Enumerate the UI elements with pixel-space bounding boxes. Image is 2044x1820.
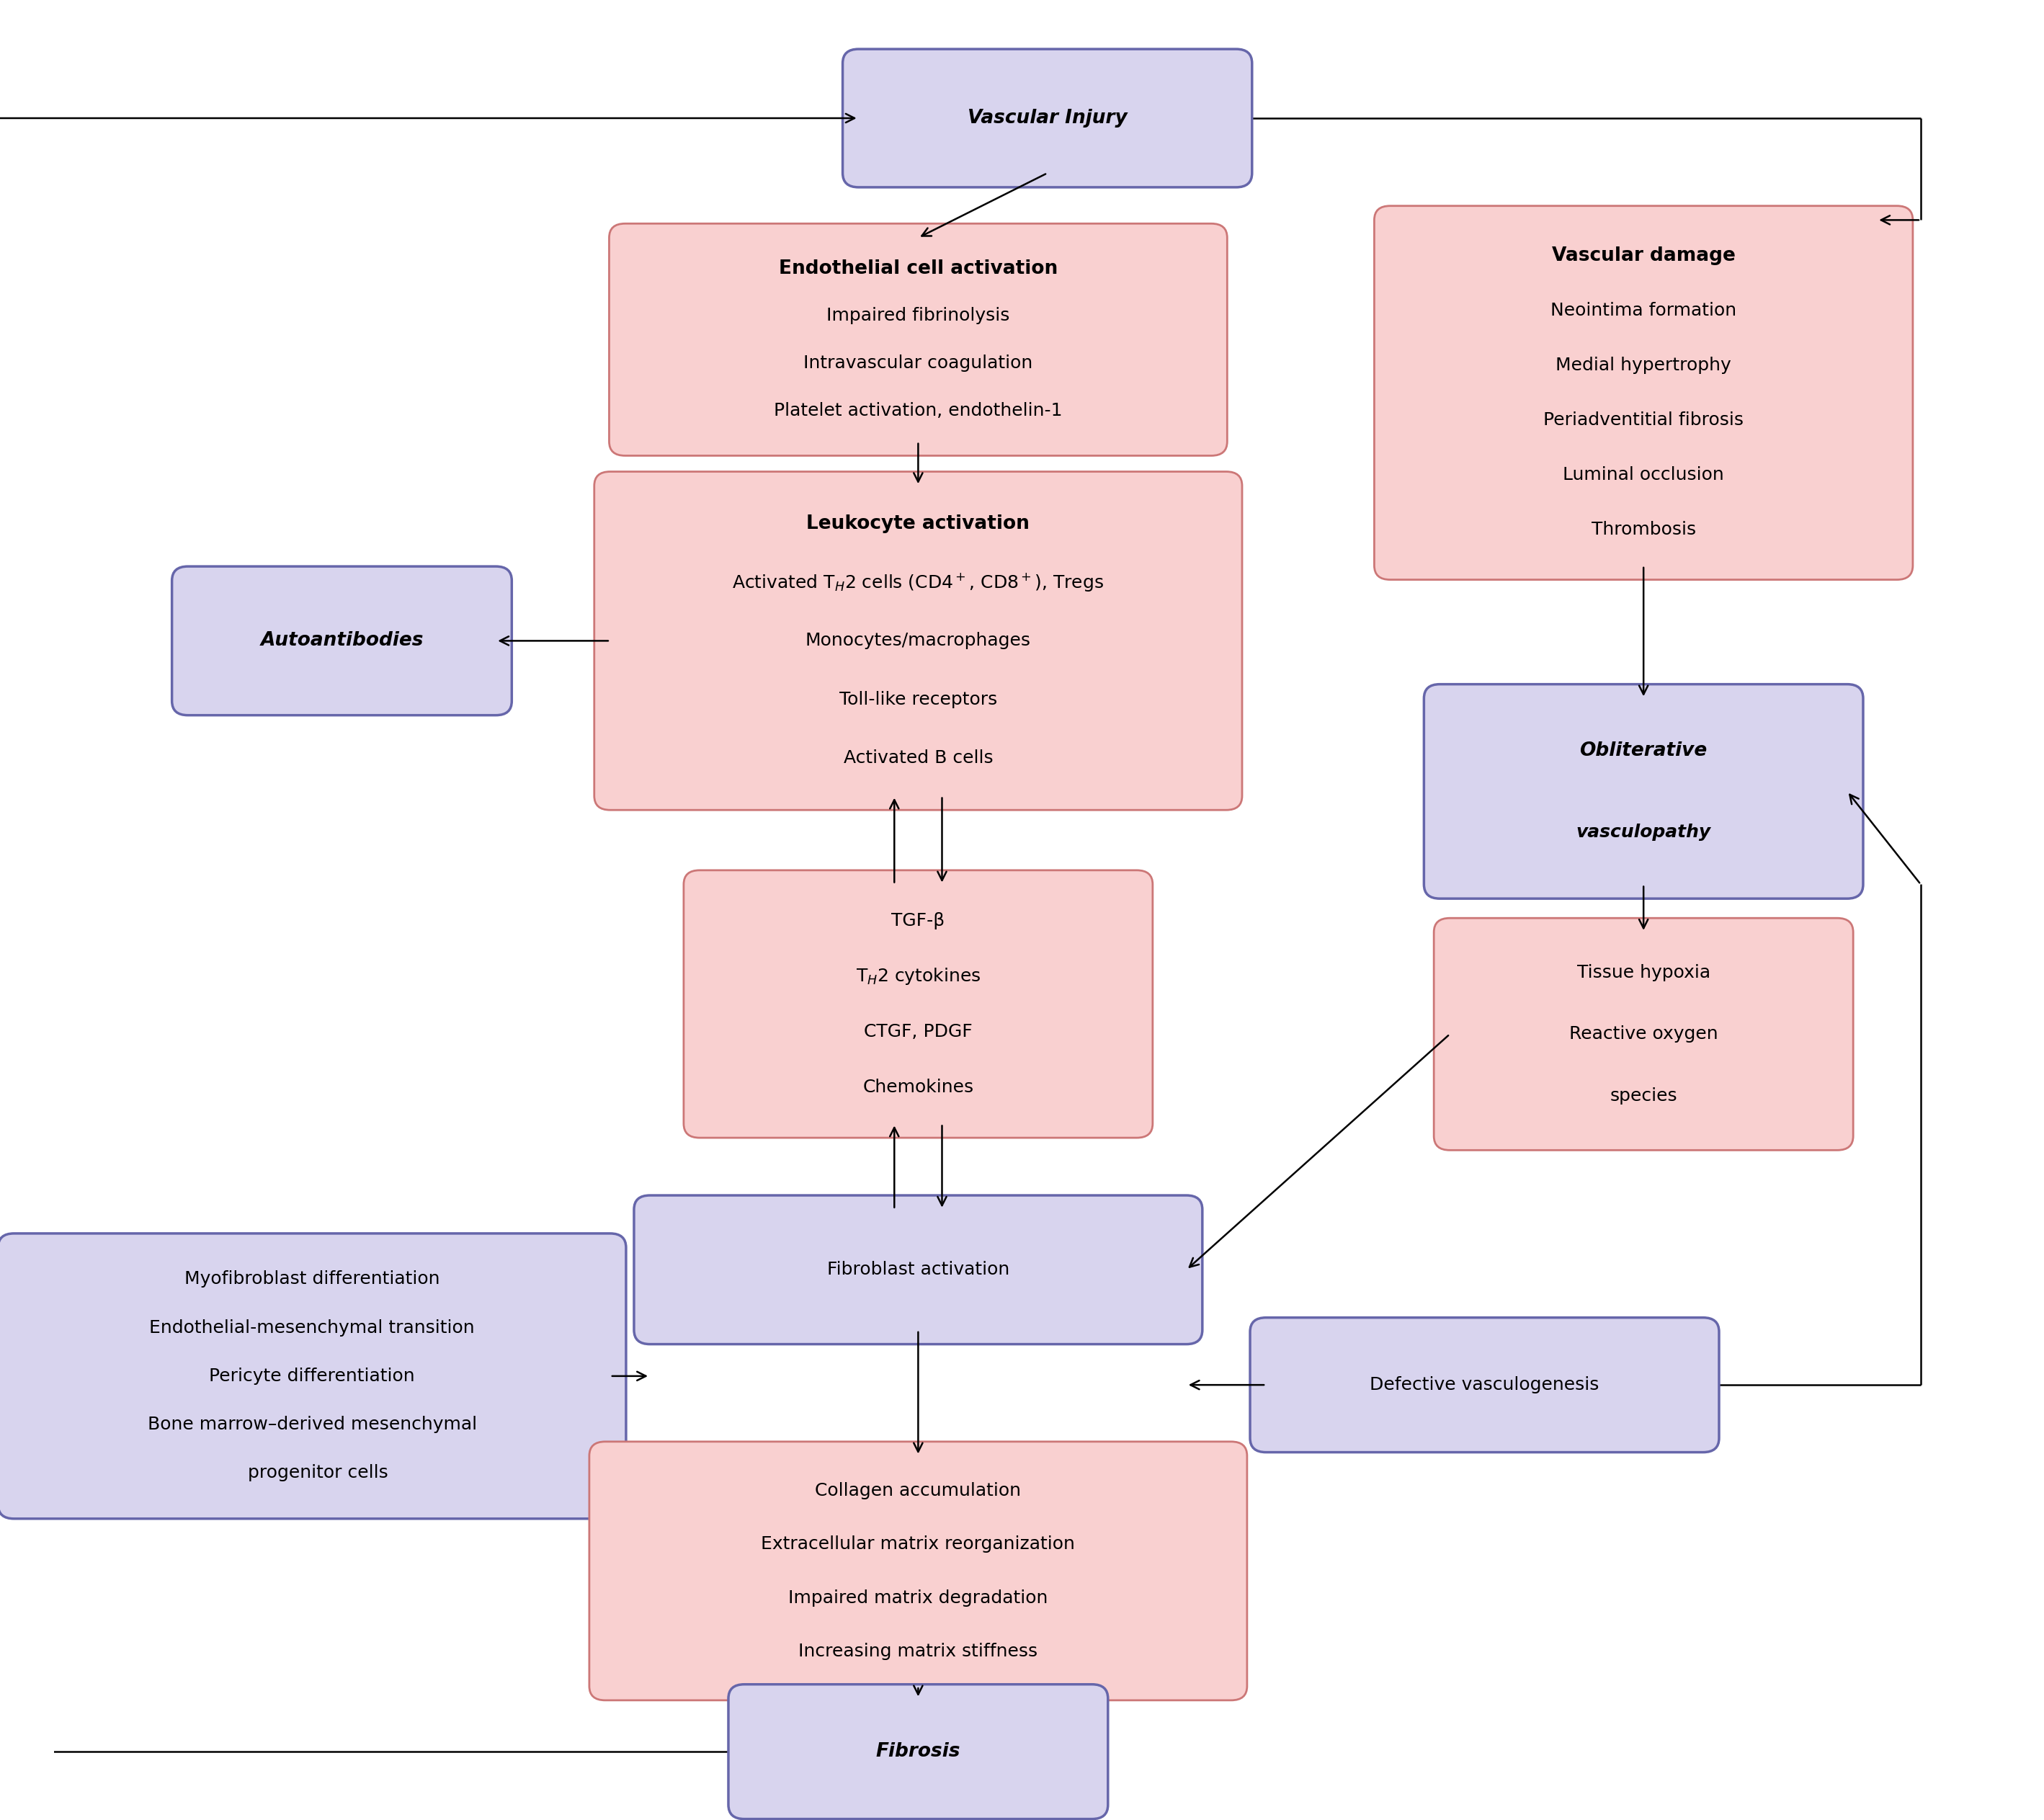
Text: Endothelial-mesenchymal transition: Endothelial-mesenchymal transition xyxy=(149,1320,474,1336)
Text: Endothelial cell activation: Endothelial cell activation xyxy=(779,258,1057,278)
Text: Defective vasculogenesis: Defective vasculogenesis xyxy=(1369,1376,1598,1394)
FancyBboxPatch shape xyxy=(0,1234,625,1518)
Text: Vascular damage: Vascular damage xyxy=(1551,246,1735,266)
FancyBboxPatch shape xyxy=(609,224,1226,455)
Text: species: species xyxy=(1611,1087,1678,1105)
Text: Neointima formation: Neointima formation xyxy=(1551,302,1737,318)
Text: Autoantibodies: Autoantibodies xyxy=(260,632,423,650)
Text: vasculopathy: vasculopathy xyxy=(1576,823,1711,841)
Text: Leukocyte activation: Leukocyte activation xyxy=(807,515,1030,533)
Text: Platelet activation, endothelin-1: Platelet activation, endothelin-1 xyxy=(775,402,1063,419)
Text: Vascular Injury: Vascular Injury xyxy=(967,109,1126,127)
Text: Tissue hypoxia: Tissue hypoxia xyxy=(1576,965,1711,981)
Text: Luminal occlusion: Luminal occlusion xyxy=(1564,466,1725,484)
Text: Increasing matrix stiffness: Increasing matrix stiffness xyxy=(799,1643,1038,1660)
FancyBboxPatch shape xyxy=(634,1196,1202,1345)
Text: Activated B cells: Activated B cells xyxy=(844,750,993,766)
Text: Thrombosis: Thrombosis xyxy=(1592,521,1697,539)
FancyBboxPatch shape xyxy=(728,1684,1108,1818)
Text: Medial hypertrophy: Medial hypertrophy xyxy=(1555,357,1731,373)
Text: Collagen accumulation: Collagen accumulation xyxy=(816,1481,1022,1500)
Text: Periadventitial fibrosis: Periadventitial fibrosis xyxy=(1543,411,1744,430)
Text: Chemokines: Chemokines xyxy=(863,1079,973,1096)
Text: progenitor cells: progenitor cells xyxy=(237,1465,388,1481)
FancyBboxPatch shape xyxy=(1374,206,1913,581)
Text: T$_H$2 cytokines: T$_H$2 cytokines xyxy=(856,966,981,986)
Text: Fibrosis: Fibrosis xyxy=(875,1742,961,1762)
Text: Monocytes/macrophages: Monocytes/macrophages xyxy=(805,632,1030,650)
FancyBboxPatch shape xyxy=(1435,917,1854,1150)
Text: Intravascular coagulation: Intravascular coagulation xyxy=(803,355,1032,371)
FancyBboxPatch shape xyxy=(683,870,1153,1138)
Text: Toll-like receptors: Toll-like receptors xyxy=(840,690,997,708)
FancyBboxPatch shape xyxy=(589,1441,1247,1700)
FancyBboxPatch shape xyxy=(842,49,1253,187)
FancyBboxPatch shape xyxy=(1251,1318,1719,1452)
Text: Fibroblast activation: Fibroblast activation xyxy=(828,1261,1010,1278)
Text: Bone marrow–derived mesenchymal: Bone marrow–derived mesenchymal xyxy=(147,1416,476,1432)
Text: Pericyte differentiation: Pericyte differentiation xyxy=(208,1367,415,1385)
Text: Reactive oxygen: Reactive oxygen xyxy=(1570,1025,1717,1043)
Text: CTGF, PDGF: CTGF, PDGF xyxy=(865,1023,973,1041)
FancyBboxPatch shape xyxy=(1425,684,1864,899)
Text: TGF-β: TGF-β xyxy=(891,912,944,930)
Text: Extracellular matrix reorganization: Extracellular matrix reorganization xyxy=(760,1536,1075,1552)
Text: Myofibroblast differentiation: Myofibroblast differentiation xyxy=(184,1270,439,1289)
Text: Impaired fibrinolysis: Impaired fibrinolysis xyxy=(826,308,1010,324)
Text: Activated T$_H$2 cells (CD4$^+$, CD8$^+$), Tregs: Activated T$_H$2 cells (CD4$^+$, CD8$^+$… xyxy=(732,571,1104,593)
Text: Impaired matrix degradation: Impaired matrix degradation xyxy=(789,1589,1049,1607)
FancyBboxPatch shape xyxy=(172,566,511,715)
Text: Obliterative: Obliterative xyxy=(1580,741,1707,761)
FancyBboxPatch shape xyxy=(595,471,1243,810)
